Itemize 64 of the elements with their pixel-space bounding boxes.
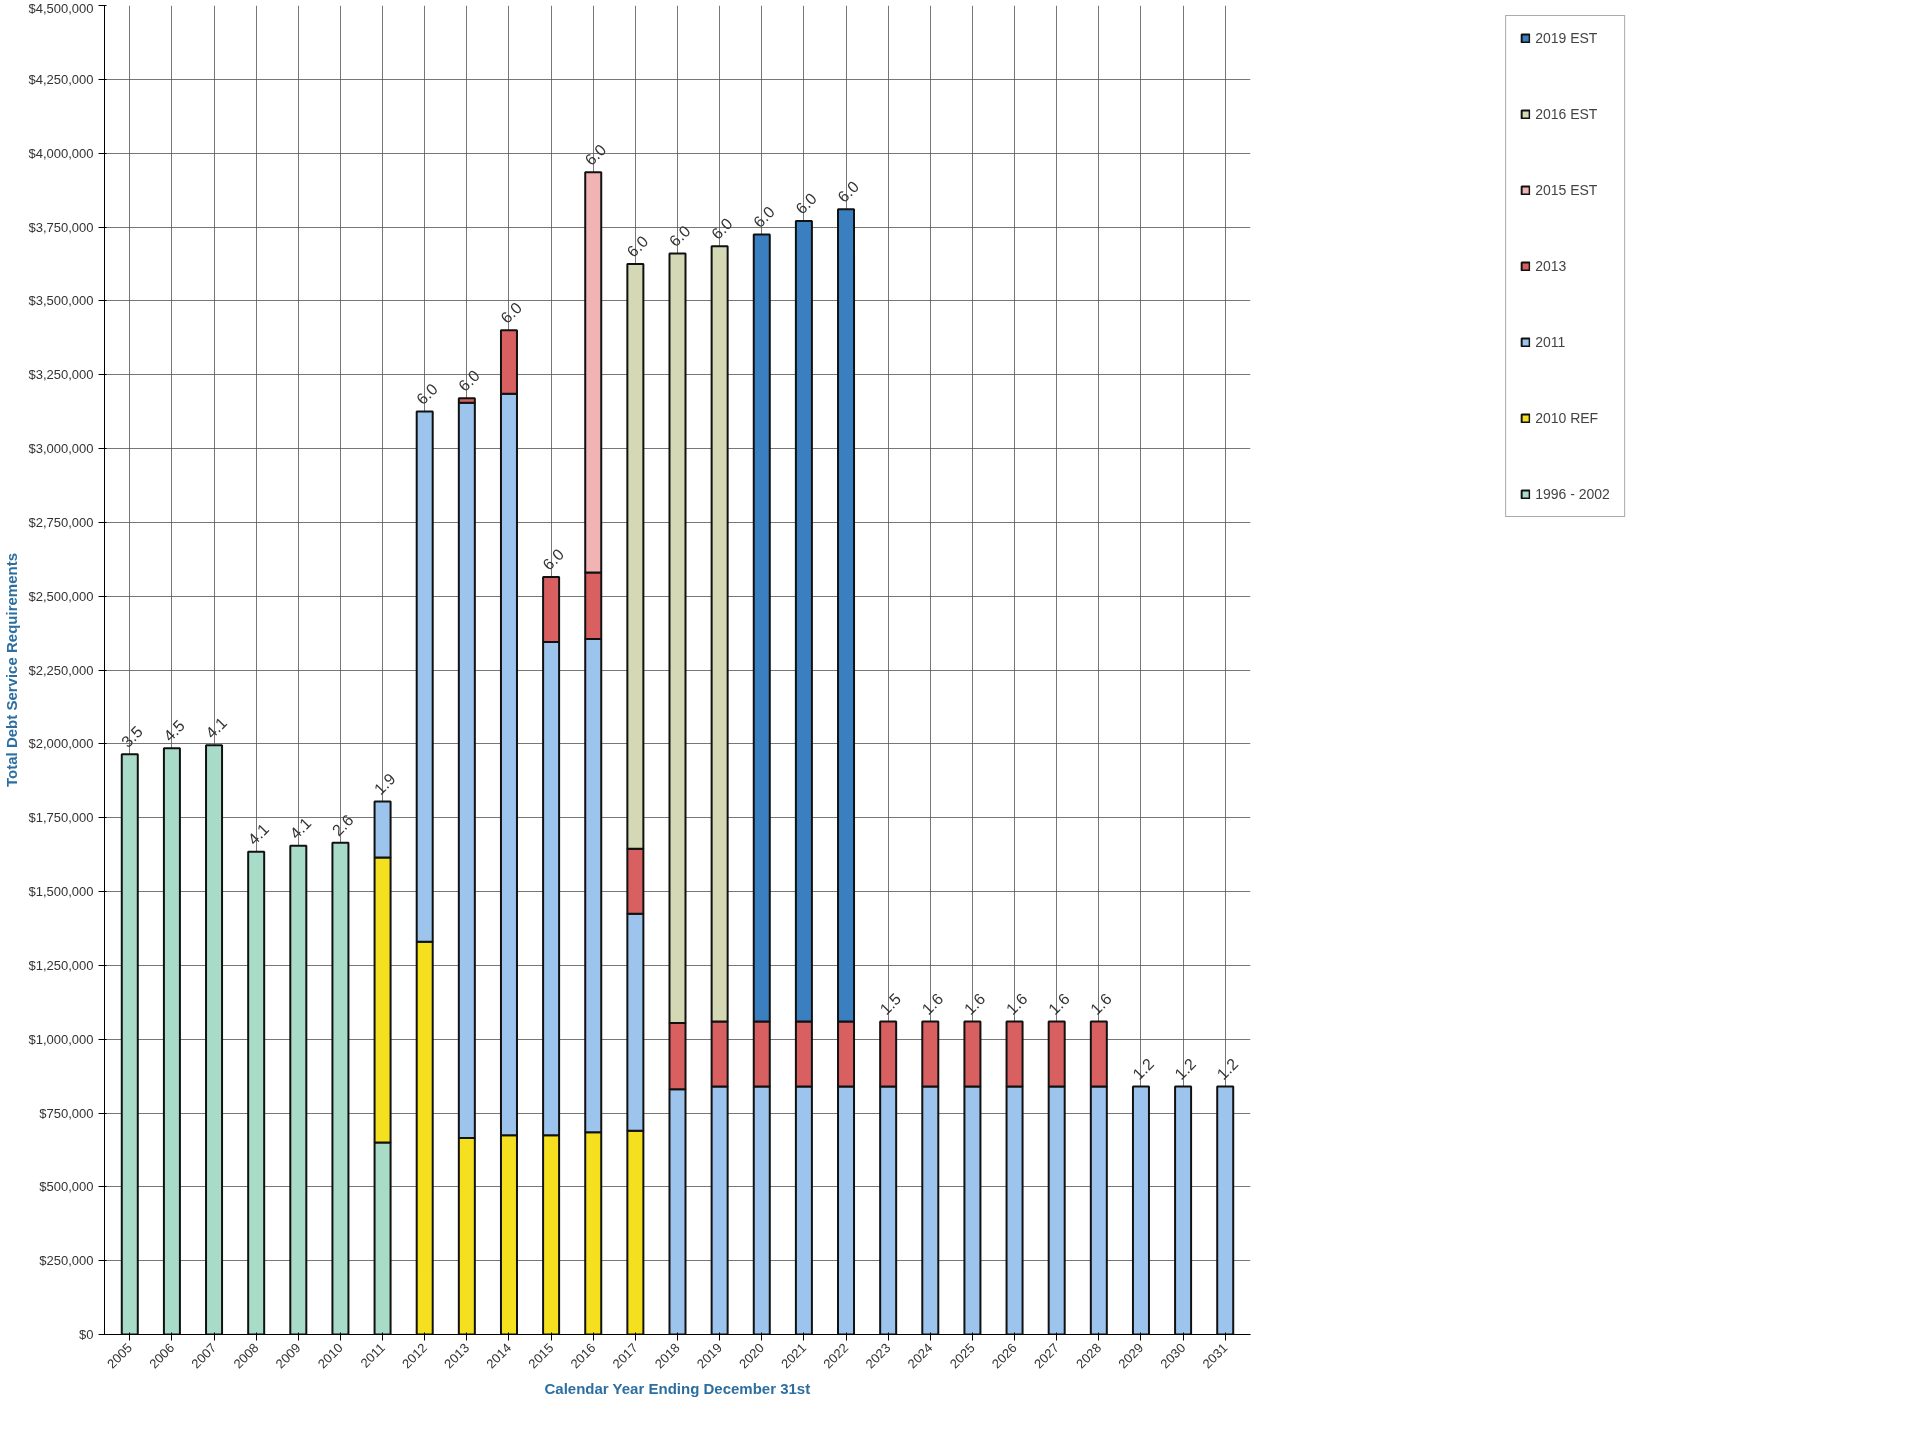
y-axis-title: Total Debt Service Requirements — [3, 553, 21, 787]
y-tick-label: $1,250,000 — [28, 957, 94, 973]
annotation: 1.6 — [1045, 989, 1073, 1018]
annotation: 1.6 — [918, 989, 947, 1018]
y-tick-label: $1,500,000 — [28, 884, 94, 899]
annotation: 1.6 — [960, 989, 989, 1018]
annotation: 6.0 — [665, 222, 694, 250]
annotation: 1.5 — [876, 989, 905, 1018]
annotation: 1.6 — [1002, 989, 1031, 1018]
y-tick-label: $750,000 — [39, 1105, 94, 1121]
annotation: 6.0 — [707, 214, 736, 243]
annotation: 6.0 — [581, 140, 610, 169]
annotation: 6.0 — [623, 232, 652, 261]
y-tick-label: $4,250,000 — [28, 71, 94, 87]
annotation: 6.0 — [497, 298, 526, 327]
annotation: 3.5 — [118, 722, 146, 751]
legend-label: 2015 EST — [1535, 182, 1598, 198]
legend-label: 2013 — [1535, 258, 1567, 274]
bar — [120, 753, 139, 1335]
bar — [162, 747, 181, 1335]
legend-label: 2011 — [1535, 334, 1566, 350]
x-axis-title: Calendar Year Ending December 31st — [544, 1380, 811, 1398]
y-tick-label: $3,500,000 — [28, 293, 94, 309]
y-tick-label: $500,000 — [39, 1179, 94, 1195]
y-tick-label: $2,250,000 — [28, 662, 94, 678]
bar — [1131, 1085, 1150, 1335]
annotation: 4.1 — [244, 820, 273, 848]
y-tick-label: $3,000,000 — [28, 441, 94, 456]
annotation: 6.0 — [792, 189, 821, 218]
legend-label: 2019 EST — [1535, 30, 1598, 46]
y-tick-label: $3,750,000 — [28, 219, 94, 235]
annotation: 2.6 — [328, 811, 357, 840]
annotation: 1.2 — [1129, 1054, 1158, 1083]
bar — [1216, 1085, 1235, 1335]
y-tick-label: $1,750,000 — [28, 810, 94, 826]
annotation: 4.1 — [286, 814, 315, 843]
annotation: 6.0 — [834, 177, 863, 206]
y-tick-label: $0 — [79, 1327, 94, 1342]
annotation: 6.0 — [455, 366, 483, 395]
annotation: 1.9 — [370, 769, 399, 798]
annotation: 1.2 — [1213, 1054, 1242, 1083]
annotation: 6.0 — [413, 380, 441, 408]
legend-label: 2016 EST — [1535, 106, 1598, 122]
bar — [205, 744, 224, 1335]
annotation: 1.2 — [1171, 1054, 1200, 1083]
annotation: 4.5 — [160, 716, 189, 745]
y-tick-label: $4,500,000 — [28, 0, 94, 16]
annotation: 4.1 — [202, 713, 231, 742]
y-tick-label: $2,500,000 — [28, 588, 94, 604]
legend-label: 1996 - 2002 — [1535, 486, 1610, 502]
y-tick-label: $1,000,000 — [28, 1031, 94, 1047]
annotation: 1.6 — [1087, 989, 1115, 1018]
y-tick-label: $2,750,000 — [28, 514, 94, 530]
bar — [331, 841, 350, 1335]
annotation: 6.0 — [750, 202, 778, 231]
y-tick-label: $2,000,000 — [28, 736, 94, 752]
bar — [247, 850, 266, 1335]
y-tick-label: $250,000 — [39, 1253, 94, 1269]
bar — [1174, 1085, 1193, 1335]
annotation: 6.0 — [539, 545, 568, 574]
y-tick-label: $4,000,000 — [28, 145, 94, 161]
legend-label: 2010 REF — [1535, 410, 1599, 426]
bar — [289, 844, 308, 1335]
y-tick-label: $3,250,000 — [28, 367, 94, 383]
